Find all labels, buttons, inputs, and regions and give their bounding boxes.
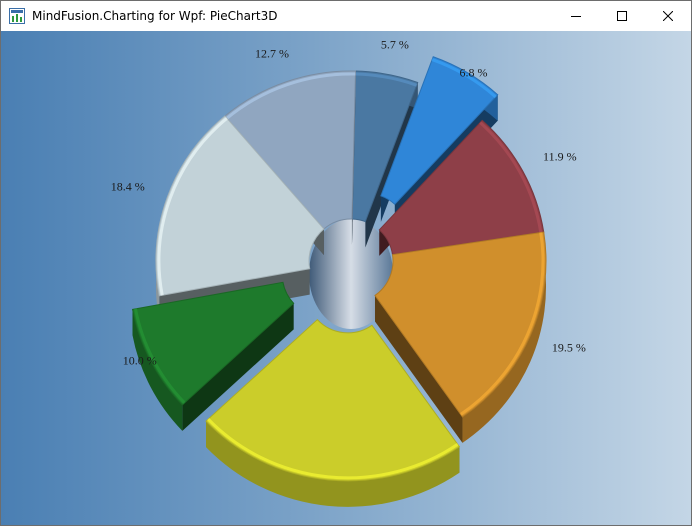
slice-rim	[431, 58, 497, 99]
maximize-button[interactable]	[599, 1, 645, 31]
title-bar[interactable]: MindFusion.Charting for Wpf: PieChart3D	[1, 1, 691, 31]
slice-top	[205, 318, 461, 482]
slice-rim	[355, 72, 418, 87]
pie-slice-8	[351, 70, 419, 248]
slice-side	[206, 421, 460, 507]
slice-top	[155, 115, 325, 297]
slice-label: 10.0 %	[122, 353, 157, 368]
window-title: MindFusion.Charting for Wpf: PieChart3D	[32, 9, 278, 23]
slice-rim	[134, 308, 186, 404]
slice-label: 19.5 %	[551, 340, 586, 355]
minimize-button[interactable]	[553, 1, 599, 31]
slice-label: 5.7 %	[380, 37, 409, 52]
pie-slice-5	[131, 281, 295, 431]
slice-side	[132, 309, 183, 431]
close-button[interactable]	[645, 1, 691, 31]
slice-label: 18.4 %	[110, 179, 145, 194]
slice-rim	[157, 117, 228, 296]
slice-top	[351, 70, 419, 223]
slice-top	[378, 119, 545, 256]
slice-rim	[225, 72, 356, 120]
slice-rim	[479, 121, 543, 233]
slice-side	[462, 232, 547, 443]
slice-cut-face	[182, 303, 294, 431]
chart-app-icon	[9, 8, 25, 24]
close-icon	[663, 11, 673, 21]
slice-cut-face	[365, 82, 418, 248]
pie-slice-3	[374, 231, 547, 443]
slice-label: 12.7 %	[254, 46, 289, 61]
slice-top	[224, 70, 357, 230]
slice-label: 6.8 %	[459, 65, 488, 80]
minimize-icon	[571, 16, 581, 17]
doughnut-hole	[309, 219, 393, 329]
slice-cut-face	[375, 295, 463, 443]
pie-slice-4	[205, 318, 461, 507]
pie-chart-3d	[131, 56, 547, 507]
slice-rim	[207, 418, 459, 480]
slice-top	[374, 231, 547, 418]
slice-top	[131, 281, 295, 406]
slice-rim	[459, 232, 545, 416]
chart-area: 6.8 % 11.9 % 19.5 % 10.0 % 18.4 % 12.7 % 5.7 %	[1, 31, 691, 525]
slice-label: 11.9 %	[543, 149, 577, 164]
maximize-icon	[617, 11, 627, 21]
slice-top	[380, 56, 499, 205]
